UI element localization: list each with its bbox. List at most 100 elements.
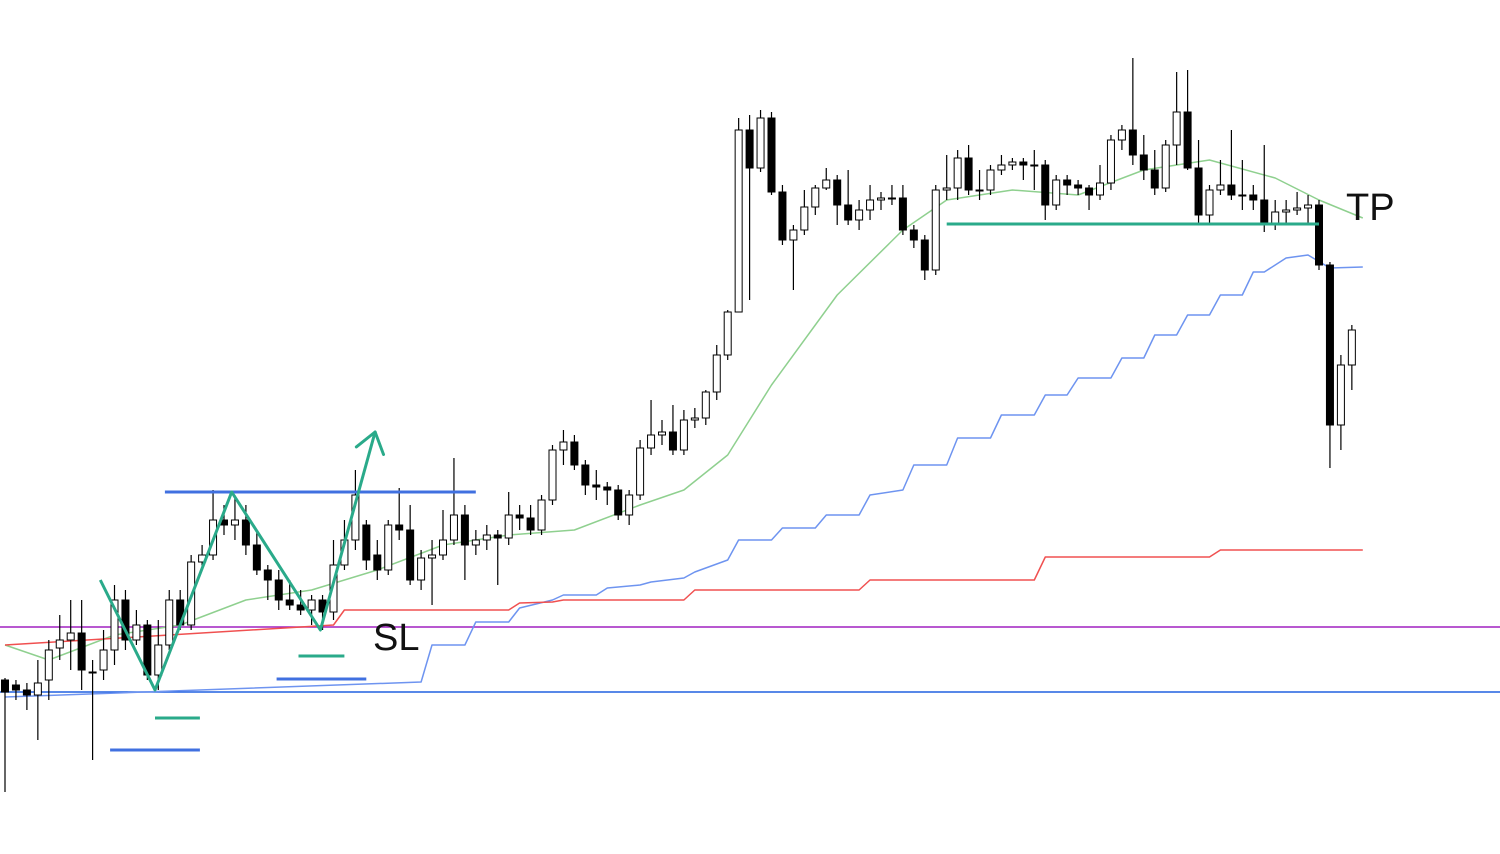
candle-body — [658, 431, 666, 436]
candle-body — [1128, 129, 1137, 156]
candle-body — [548, 449, 557, 501]
candle-body — [88, 671, 97, 674]
candle-body — [898, 197, 907, 231]
candle-body — [1096, 182, 1104, 196]
candle-body — [44, 649, 53, 681]
candle-body — [855, 209, 864, 221]
candle-body — [285, 599, 294, 606]
candle-body — [592, 484, 601, 488]
candle-body — [866, 199, 875, 211]
candle-body — [1183, 111, 1192, 169]
candle-body — [263, 569, 272, 581]
candle-body — [833, 179, 842, 206]
candle-body — [428, 554, 437, 559]
arrow-head — [354, 430, 377, 449]
candle-body — [679, 419, 688, 451]
candle-body — [515, 514, 524, 519]
candle-body — [165, 599, 174, 646]
candle-body — [614, 489, 623, 516]
candle-body — [953, 157, 962, 189]
drawings — [98, 222, 1319, 752]
candle-body — [329, 564, 338, 613]
candle-body — [887, 197, 896, 200]
candles — [1, 58, 1356, 792]
candle-body — [1074, 184, 1083, 189]
arrow-head — [373, 430, 386, 456]
candle-body — [1019, 161, 1028, 166]
candle-body — [1293, 207, 1302, 211]
candle-body — [1117, 129, 1126, 141]
candle-body — [723, 311, 732, 356]
candle-body — [504, 514, 513, 539]
candle-body — [406, 529, 415, 581]
candle-body — [1194, 167, 1203, 216]
candle-body — [22, 689, 31, 696]
candle-body — [800, 206, 809, 231]
candle-body — [1238, 194, 1247, 197]
candle-body — [11, 684, 20, 691]
candle-body — [99, 649, 108, 671]
candle-body — [1139, 154, 1148, 171]
candle-body — [66, 632, 75, 641]
indicator-line — [4, 549, 1363, 646]
candle-body — [537, 499, 546, 531]
candle-body — [1315, 204, 1323, 266]
candle-body — [997, 164, 1006, 171]
candle-body — [132, 624, 141, 641]
tp-label: TP — [1346, 187, 1395, 229]
candle-body — [154, 644, 163, 676]
candle-body — [121, 599, 130, 641]
candle-body — [745, 129, 754, 169]
candle-body — [581, 464, 590, 486]
candle-body — [778, 191, 787, 241]
candle-body — [603, 486, 612, 491]
candle-body — [77, 632, 86, 671]
candle-body — [975, 189, 984, 192]
candle-body — [493, 534, 502, 539]
candle-body — [460, 514, 469, 546]
candle-body — [110, 599, 119, 651]
candle-body — [55, 639, 64, 649]
candle-body — [526, 517, 535, 531]
drawn-line — [98, 431, 377, 692]
candle-body — [712, 354, 721, 393]
candle-body — [647, 434, 656, 449]
candle-body — [384, 524, 393, 571]
candle-body — [33, 682, 42, 696]
candle-body — [931, 189, 940, 271]
candle-body — [417, 557, 426, 581]
candle-body — [296, 604, 305, 611]
candle-body — [920, 239, 929, 271]
candle-body — [307, 599, 316, 611]
candle-body — [439, 539, 447, 556]
candle-body — [1347, 329, 1356, 366]
candle-body — [986, 169, 995, 191]
candle-body — [395, 524, 404, 531]
candle-body — [690, 417, 699, 421]
candle-body — [1260, 199, 1269, 226]
candle-body — [909, 229, 918, 241]
candle-body — [1304, 204, 1313, 209]
candle-body — [241, 519, 250, 546]
candle-body — [1041, 164, 1050, 206]
candle-body — [844, 204, 853, 221]
indicator-line — [4, 254, 1363, 698]
candle-body — [1216, 184, 1225, 191]
candle-body — [668, 431, 677, 451]
candle-body — [1172, 111, 1181, 146]
candle-body — [559, 441, 568, 451]
candle-body — [767, 117, 776, 193]
candle-body — [1030, 164, 1039, 167]
candle-body — [756, 117, 765, 169]
candle-body — [734, 129, 743, 313]
candle-body — [877, 197, 885, 201]
horizontal-lines — [0, 626, 1500, 693]
candle-body — [1161, 144, 1170, 189]
candle-body — [570, 441, 579, 466]
candle-body — [822, 179, 831, 189]
sl-label: SL — [373, 617, 419, 659]
candle-body — [1325, 264, 1334, 426]
candle-body — [373, 554, 382, 571]
candle-body — [471, 539, 480, 546]
